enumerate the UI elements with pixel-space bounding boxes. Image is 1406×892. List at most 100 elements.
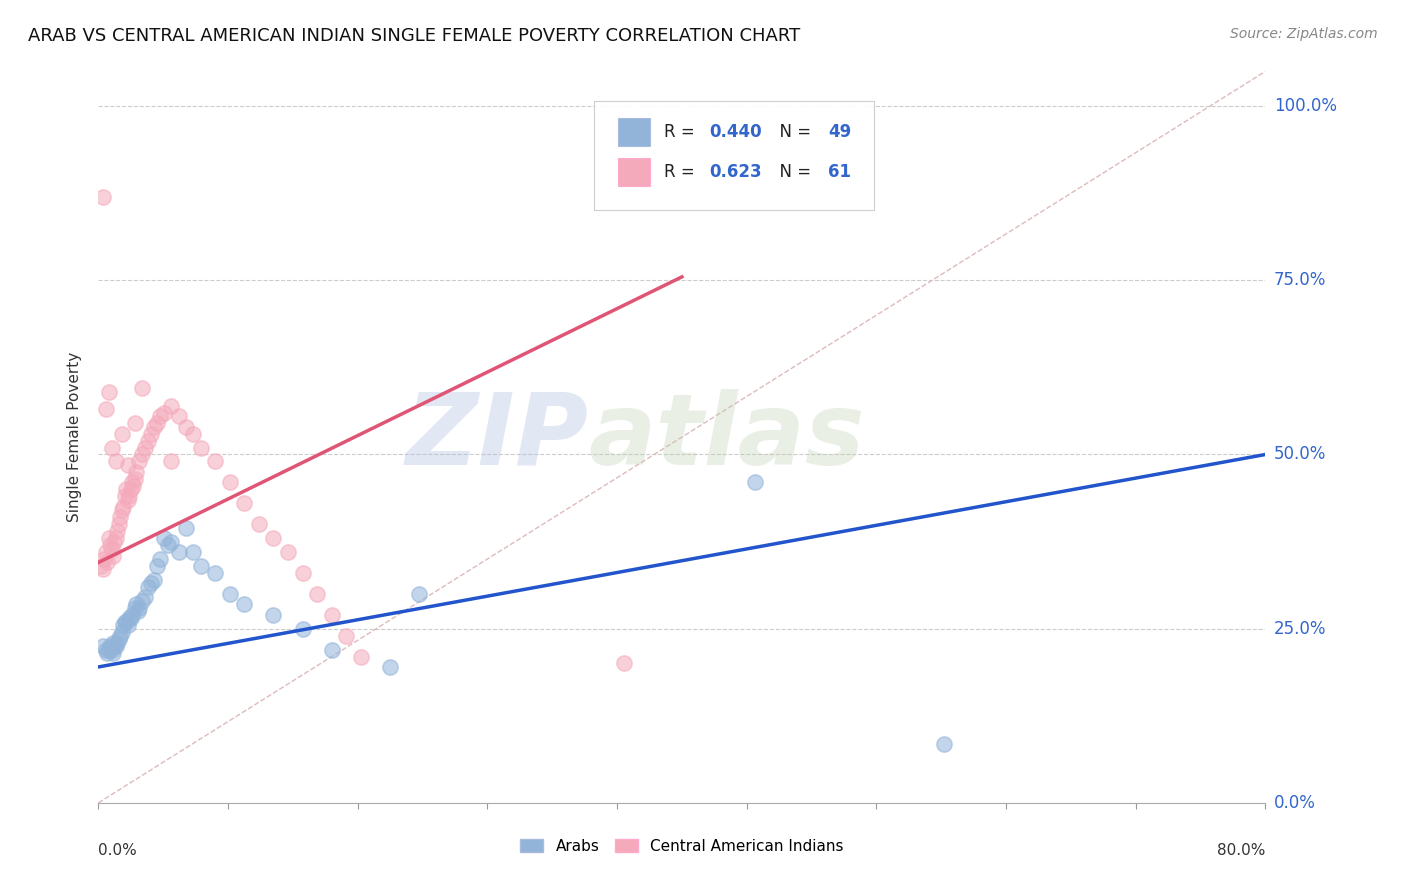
Point — [118, 611, 141, 625]
Text: N =: N = — [769, 163, 817, 181]
Point — [174, 419, 197, 434]
Text: 25.0%: 25.0% — [1274, 620, 1326, 638]
Bar — [617, 158, 651, 186]
Point — [114, 489, 136, 503]
Point — [96, 556, 118, 570]
Text: 0.0%: 0.0% — [1274, 794, 1316, 812]
Point — [94, 545, 117, 559]
Point — [136, 580, 159, 594]
Point — [121, 475, 143, 490]
Point — [233, 597, 256, 611]
Point — [110, 629, 132, 643]
Point — [218, 587, 240, 601]
Point — [100, 541, 122, 556]
Point — [111, 503, 134, 517]
Point — [127, 604, 149, 618]
Point — [101, 646, 124, 660]
Point — [139, 426, 162, 441]
Point — [157, 538, 180, 552]
Point — [321, 607, 343, 622]
Point — [181, 545, 204, 559]
Bar — [617, 118, 651, 146]
Point — [100, 441, 122, 455]
Legend: Arabs, Central American Indians: Arabs, Central American Indians — [520, 838, 844, 854]
Point — [105, 635, 128, 649]
Point — [120, 611, 142, 625]
Point — [94, 642, 117, 657]
Point — [103, 534, 125, 549]
Y-axis label: Single Female Poverty: Single Female Poverty — [67, 352, 83, 522]
Point — [134, 591, 156, 605]
Text: 80.0%: 80.0% — [1218, 843, 1265, 858]
Point — [112, 618, 135, 632]
Point — [190, 441, 212, 455]
Point — [124, 600, 146, 615]
Point — [104, 639, 127, 653]
Point — [934, 737, 956, 751]
Point — [121, 607, 143, 622]
Point — [167, 409, 190, 424]
Point — [149, 409, 172, 424]
Point — [146, 558, 169, 573]
Text: R =: R = — [665, 123, 700, 141]
Point — [291, 622, 314, 636]
Text: 75.0%: 75.0% — [1274, 271, 1326, 289]
Point — [139, 576, 162, 591]
Point — [98, 538, 121, 552]
Text: N =: N = — [769, 123, 817, 141]
Point — [160, 454, 183, 468]
Text: ARAB VS CENTRAL AMERICAN INDIAN SINGLE FEMALE POVERTY CORRELATION CHART: ARAB VS CENTRAL AMERICAN INDIAN SINGLE F… — [28, 27, 800, 45]
Text: 50.0%: 50.0% — [1274, 445, 1326, 464]
Point — [117, 492, 139, 507]
Text: ZIP: ZIP — [405, 389, 589, 485]
Point — [262, 607, 284, 622]
Point — [111, 625, 134, 640]
Point — [125, 597, 148, 611]
Text: 49: 49 — [828, 123, 851, 141]
Text: 0.440: 0.440 — [709, 123, 762, 141]
Point — [190, 558, 212, 573]
Point — [94, 402, 117, 417]
Point — [218, 475, 240, 490]
Point — [91, 562, 114, 576]
Point — [131, 448, 153, 462]
Point — [146, 416, 169, 430]
Point — [98, 639, 121, 653]
Point — [142, 573, 165, 587]
Point — [97, 384, 120, 399]
Point — [744, 475, 766, 490]
Point — [100, 642, 122, 657]
Point — [204, 566, 226, 580]
Point — [91, 639, 114, 653]
Point — [149, 552, 172, 566]
Point — [118, 489, 141, 503]
Point — [111, 426, 134, 441]
Point — [91, 190, 114, 204]
Point — [262, 531, 284, 545]
Point — [307, 587, 329, 601]
Text: 61: 61 — [828, 163, 851, 181]
Point — [125, 465, 148, 479]
Point — [117, 618, 139, 632]
Point — [612, 657, 634, 671]
Point — [321, 642, 343, 657]
Text: 0.623: 0.623 — [709, 163, 762, 181]
Point — [233, 496, 256, 510]
Point — [335, 629, 357, 643]
Point — [97, 642, 120, 657]
Point — [108, 517, 131, 532]
Point — [291, 566, 314, 580]
Point — [181, 426, 204, 441]
Point — [122, 479, 145, 493]
Point — [124, 472, 146, 486]
Point — [153, 406, 176, 420]
Point — [131, 381, 153, 395]
Point — [124, 416, 146, 430]
Point — [103, 639, 125, 653]
Point — [120, 483, 142, 497]
Point — [350, 649, 373, 664]
Point — [97, 531, 120, 545]
Point — [277, 545, 299, 559]
Point — [104, 531, 127, 545]
Point — [128, 454, 150, 468]
